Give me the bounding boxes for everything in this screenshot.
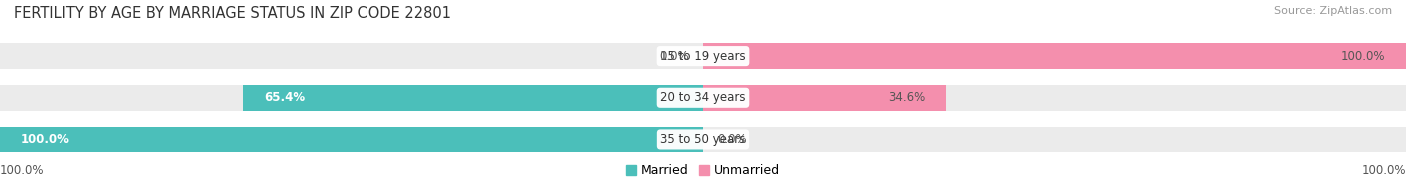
Bar bbox=[243, 85, 703, 111]
Legend: Married, Unmarried: Married, Unmarried bbox=[621, 160, 785, 182]
Text: 15 to 19 years: 15 to 19 years bbox=[661, 50, 745, 63]
Text: 100.0%: 100.0% bbox=[0, 164, 45, 178]
Text: 34.6%: 34.6% bbox=[889, 91, 925, 104]
Text: 20 to 34 years: 20 to 34 years bbox=[661, 91, 745, 104]
Text: 0.0%: 0.0% bbox=[659, 50, 689, 63]
Text: Source: ZipAtlas.com: Source: ZipAtlas.com bbox=[1274, 6, 1392, 16]
Text: 65.4%: 65.4% bbox=[264, 91, 305, 104]
Text: 100.0%: 100.0% bbox=[1340, 50, 1385, 63]
Text: 100.0%: 100.0% bbox=[1361, 164, 1406, 178]
Bar bbox=[703, 43, 1406, 69]
Bar bbox=[0, 127, 1406, 152]
Bar bbox=[0, 43, 1406, 69]
Bar bbox=[703, 85, 946, 111]
Text: 100.0%: 100.0% bbox=[21, 133, 70, 146]
Bar bbox=[0, 85, 1406, 111]
Bar bbox=[0, 127, 703, 152]
Text: FERTILITY BY AGE BY MARRIAGE STATUS IN ZIP CODE 22801: FERTILITY BY AGE BY MARRIAGE STATUS IN Z… bbox=[14, 6, 451, 21]
Text: 0.0%: 0.0% bbox=[717, 133, 747, 146]
Text: 35 to 50 years: 35 to 50 years bbox=[661, 133, 745, 146]
